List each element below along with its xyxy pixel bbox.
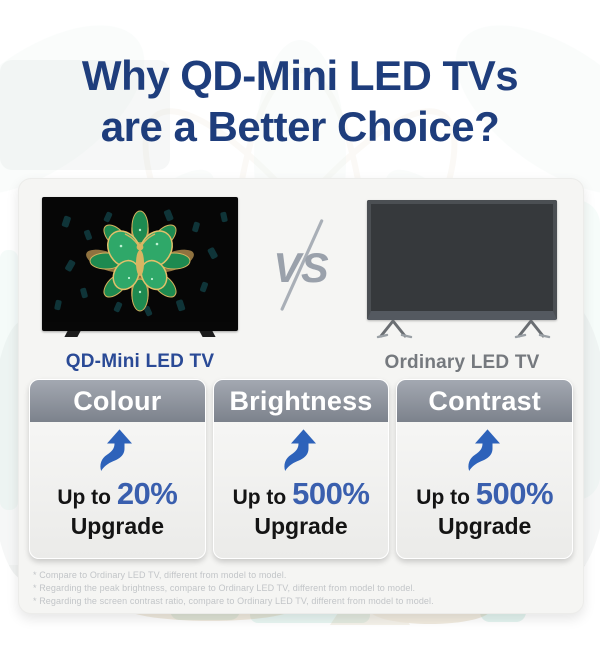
- tv-comparison-row: QD-Mini LED TV VS: [19, 179, 583, 375]
- page-title-line2: are a Better Choice?: [100, 103, 500, 150]
- vs-divider: VS: [258, 197, 344, 311]
- page-title-line1: Why QD-Mini LED TVs: [81, 52, 519, 99]
- ordinary-led-tv-image: [367, 200, 557, 320]
- feature-card-brightness-body: Up to 500% Upgrade: [233, 422, 370, 558]
- stat-value: 500%: [475, 476, 554, 511]
- content-card: QD-Mini LED TV VS: [18, 178, 584, 614]
- footnotes: * Compare to Ordinary LED TV, different …: [33, 569, 573, 608]
- feature-stat-line: Up to 20%: [57, 476, 178, 512]
- stat-prefix: Up to: [57, 486, 111, 509]
- qd-tv-stand-feet: [42, 331, 238, 339]
- butterfly-screen-art: [45, 200, 235, 322]
- stat-action: Upgrade: [254, 513, 348, 539]
- ordinary-tv-label: Ordinary LED TV: [384, 352, 540, 373]
- ordinary-led-tv-block: Ordinary LED TV: [344, 197, 580, 374]
- stat-action: Upgrade: [438, 513, 532, 539]
- ordinary-tv-legs: [376, 320, 551, 339]
- feature-card-contrast-header: Contrast: [397, 380, 573, 422]
- feature-cards-row: Colour Up to 20% Upgrade Brightness: [29, 379, 574, 559]
- stat-prefix: Up to: [232, 486, 287, 509]
- qd-mini-led-tv-block: QD-Mini LED TV: [22, 197, 258, 373]
- footnote-line: * Compare to Ordinary LED TV, different …: [33, 570, 287, 580]
- feature-card-brightness-header: Brightness: [213, 380, 389, 422]
- footnote-line: * Regarding the screen contrast ratio, c…: [33, 596, 434, 606]
- stat-value: 20%: [116, 476, 178, 511]
- feature-card-brightness: Brightness Up to 500% Upgrade: [212, 379, 390, 559]
- page-title: Why QD-Mini LED TVs are a Better Choice?: [0, 50, 600, 152]
- feature-card-contrast-body: Up to 500% Upgrade: [416, 422, 554, 558]
- feature-stat-line: Up to 500%: [233, 476, 370, 512]
- upgrade-arrow-icon: [100, 429, 133, 471]
- stat-prefix: Up to: [416, 486, 470, 509]
- qd-tv-label: QD-Mini LED TV: [65, 351, 215, 372]
- feature-stat-line: Up to 500%: [416, 476, 553, 512]
- vs-slash-icon: VS: [273, 219, 329, 311]
- upgrade-arrow-icon: [468, 429, 500, 471]
- stat-action: Upgrade: [70, 513, 164, 539]
- upgrade-arrow-icon: [284, 429, 316, 471]
- feature-card-colour: Colour Up to 20% Upgrade: [29, 379, 206, 559]
- stat-value: 500%: [292, 476, 370, 511]
- feature-card-colour-body: Up to 20% Upgrade: [57, 422, 178, 558]
- feature-card-contrast: Contrast Up to 500% Upgrade: [396, 379, 574, 559]
- feature-card-colour-header: Colour: [30, 380, 205, 422]
- footnote-line: * Regarding the peak brightness, compare…: [33, 583, 416, 593]
- vs-label: VS: [273, 245, 329, 291]
- qd-mini-led-tv-image: [42, 197, 238, 331]
